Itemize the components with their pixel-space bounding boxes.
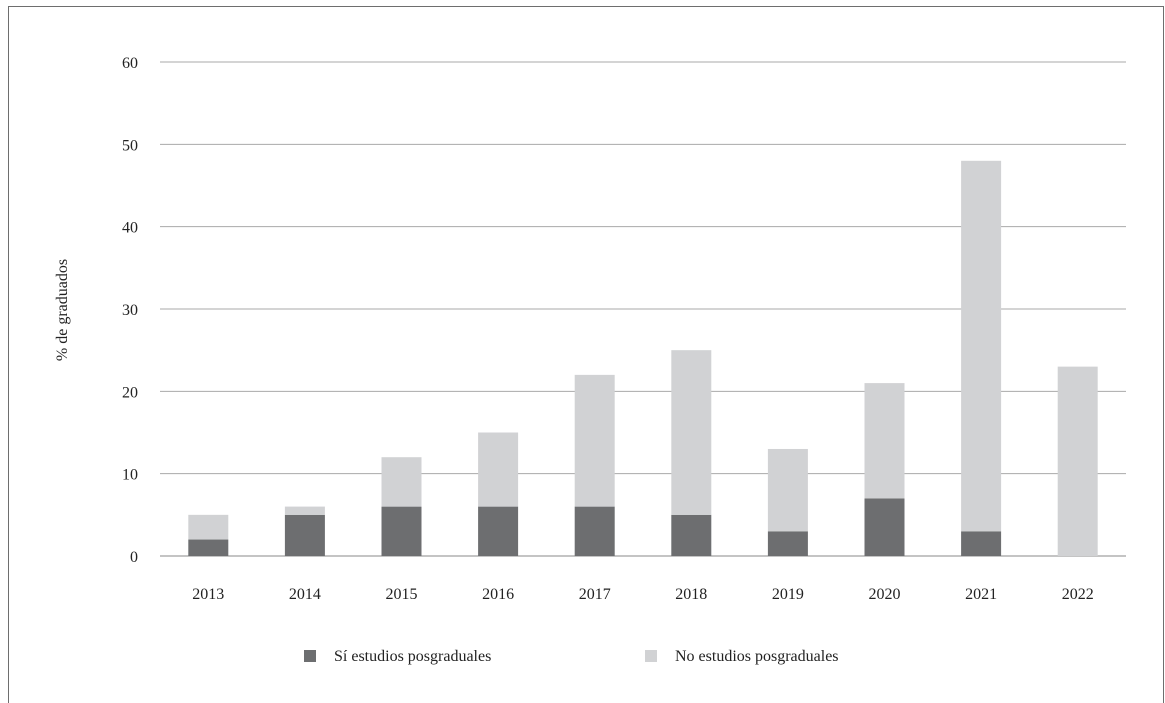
bar-no-2017 (574, 374, 615, 507)
bar-no-2021 (961, 160, 1002, 532)
x-tick-label: 2016 (482, 586, 514, 603)
y-tick-label: 60 (122, 55, 138, 72)
y-tick-label: 10 (122, 467, 138, 484)
y-axis-ticks: 0 10 20 30 40 50 60 (122, 55, 138, 566)
bar-no-2016 (478, 432, 519, 507)
x-tick-label: 2014 (289, 586, 321, 603)
bar-si-2020 (864, 498, 905, 556)
chart-frame (8, 6, 1164, 703)
y-tick-label: 30 (122, 302, 138, 319)
bar-si-2018 (671, 514, 712, 556)
x-tick-label: 2015 (386, 586, 418, 603)
x-tick-label: 2013 (192, 586, 224, 603)
legend-swatch-no (645, 650, 657, 662)
y-tick-label: 20 (122, 384, 138, 401)
y-tick-label: 50 (122, 137, 138, 154)
bar-si-2021 (961, 531, 1002, 556)
x-tick-label: 2019 (772, 586, 804, 603)
x-tick-label: 2017 (579, 586, 611, 603)
y-axis-label: % de graduados (54, 259, 71, 361)
y-tick-label: 40 (122, 220, 138, 237)
bar-no-2018 (671, 350, 712, 515)
bar-si-2013 (188, 539, 229, 556)
bar-no-2022 (1057, 366, 1098, 556)
y-tick-label: 0 (130, 549, 138, 566)
legend: Sí estudios posgraduales No estudios pos… (304, 648, 839, 665)
bar-si-2015 (381, 506, 422, 556)
bar-no-2014 (284, 506, 325, 515)
legend-label-si: Sí estudios posgraduales (334, 648, 491, 665)
legend-label-no: No estudios posgraduales (675, 648, 839, 665)
bar-si-2014 (284, 514, 325, 556)
bar-si-2016 (478, 506, 519, 556)
bar-si-2019 (767, 531, 808, 556)
bar-no-2019 (767, 448, 808, 532)
x-tick-label: 2021 (965, 586, 997, 603)
x-tick-label: 2022 (1062, 586, 1094, 603)
x-tick-label: 2020 (869, 586, 901, 603)
x-tick-label: 2018 (675, 586, 707, 603)
bar-no-2020 (864, 383, 905, 499)
bar-si-2017 (574, 506, 615, 556)
bars (188, 160, 1098, 556)
x-axis-ticks: 2013 2014 2015 2016 2017 2018 2019 2020 2021 2022 (192, 586, 1093, 603)
legend-swatch-si (304, 650, 316, 662)
bar-no-2013 (188, 514, 229, 540)
bar-no-2015 (381, 457, 422, 507)
